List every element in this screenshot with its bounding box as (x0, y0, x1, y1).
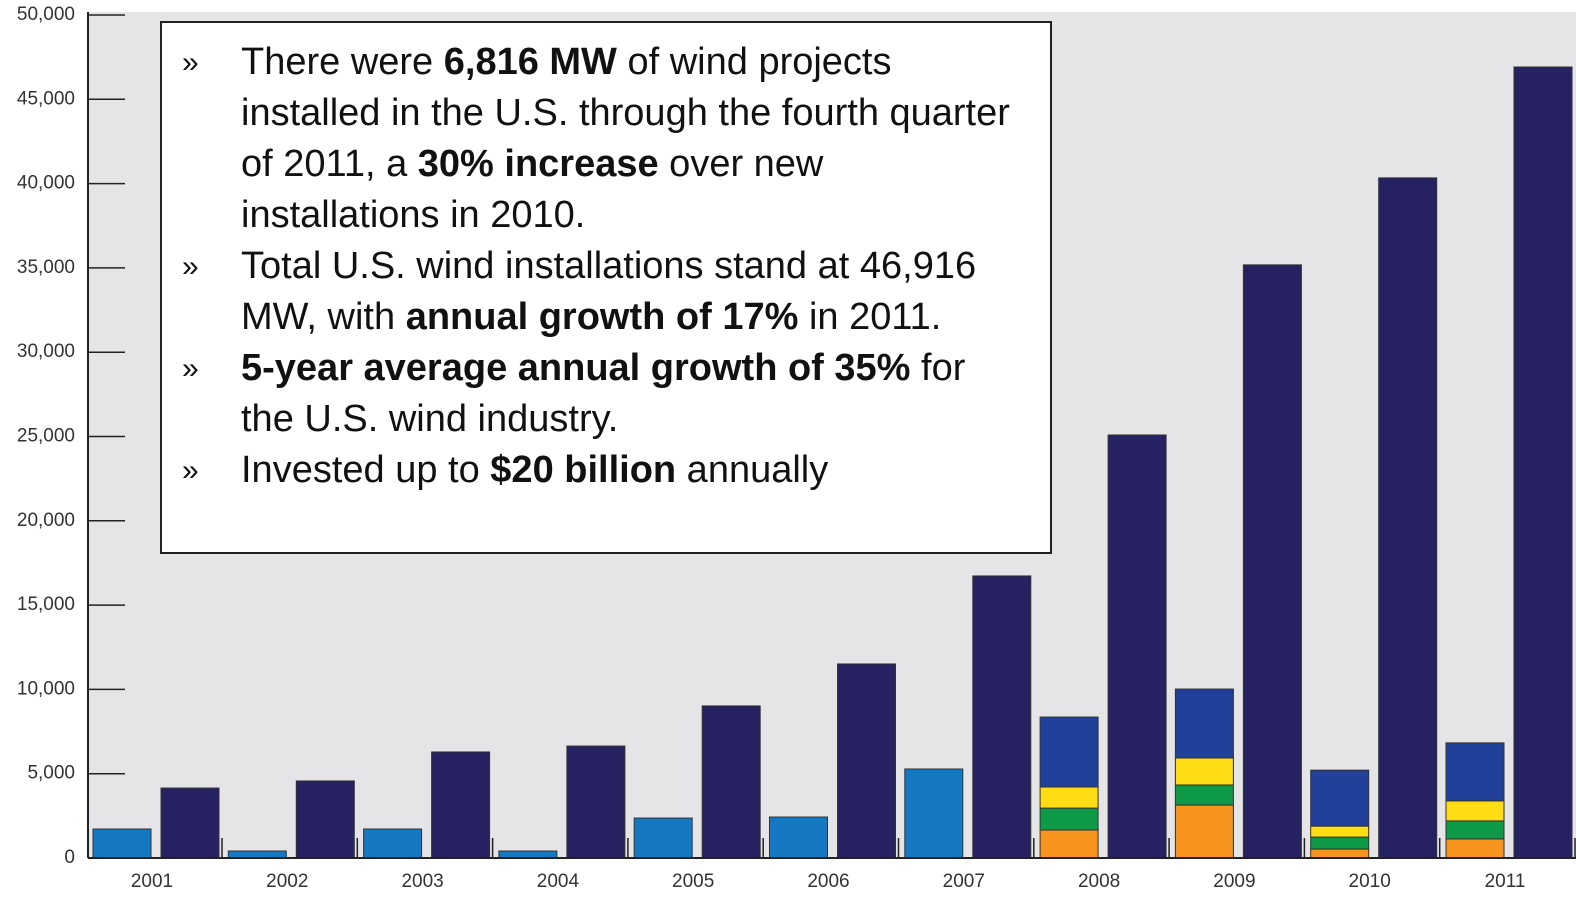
bullet-text: over new installations in 2010. (241, 143, 824, 236)
x-tick-label: 2001 (131, 871, 173, 892)
y-tick-label: 50,000 (17, 4, 75, 25)
bar (1039, 786, 1099, 809)
bar (1310, 769, 1370, 827)
bar (1242, 264, 1302, 859)
y-tick-label: 45,000 (17, 88, 75, 109)
bullet-text: $20 billion (490, 449, 677, 491)
x-tick-label: 2008 (1078, 871, 1120, 892)
bar (904, 768, 964, 859)
bullet-mark: » (182, 46, 199, 79)
bar (363, 828, 423, 859)
y-tick-label: 25,000 (17, 426, 75, 447)
bar (1310, 848, 1370, 859)
bullet-text: 6,816 MW (443, 41, 617, 83)
bar (1039, 829, 1099, 859)
bullet-text: Invested up to (241, 449, 491, 491)
bar (227, 850, 287, 859)
bar (769, 816, 828, 859)
bar (1039, 716, 1099, 788)
bar (1039, 807, 1099, 831)
bar (498, 850, 558, 859)
bullet-text: for the U.S. wind industry. (241, 347, 966, 440)
bar (1513, 66, 1573, 859)
x-tick-label: 2010 (1349, 871, 1391, 892)
bullet-mark: » (182, 352, 199, 385)
bullet-mark: » (182, 454, 199, 487)
x-tick-label: 2007 (943, 871, 985, 892)
bar (295, 780, 355, 859)
y-tick-label: 30,000 (17, 341, 75, 362)
bar (1310, 825, 1370, 838)
x-tick-label: 2003 (401, 871, 443, 892)
bar (1445, 800, 1505, 822)
bar (566, 745, 626, 859)
x-tick-label: 2006 (807, 871, 849, 892)
bar (92, 828, 152, 859)
bar (1174, 757, 1234, 786)
x-tick-label: 2002 (266, 871, 308, 892)
y-tick-label: 15,000 (17, 594, 75, 615)
bullet-text: in 2011. (798, 296, 942, 338)
bullet-text: There were (241, 41, 444, 83)
bullet-item: » Total U.S. wind installations stand at … (162, 241, 1021, 343)
y-tick-label: 35,000 (17, 257, 75, 278)
y-tick-label: 5,000 (27, 763, 75, 784)
y-tick-label: 0 (64, 847, 75, 868)
bar (1174, 784, 1234, 806)
bullet-mark: » (182, 250, 199, 283)
bar (1107, 434, 1167, 859)
bullet-text: Total U.S. wind installations stand at 4… (241, 245, 977, 338)
bullet-item: » There were 6,816 MW of wind projects in… (162, 37, 1021, 241)
x-tick-label: 2005 (672, 871, 714, 892)
bar (1174, 804, 1234, 859)
bar (1445, 820, 1505, 840)
bullet-text: annual growth of 17% (405, 296, 799, 338)
x-tick-label: 2009 (1213, 871, 1255, 892)
y-tick-label: 20,000 (17, 510, 75, 531)
bullet-text: 5-year average annual growth of 35% (241, 347, 911, 389)
bar (633, 817, 693, 859)
y-tick-label: 40,000 (17, 173, 75, 194)
bar (1445, 838, 1505, 859)
bullet-text: of wind projects installed in the U.S. t… (241, 41, 1010, 185)
bar (837, 663, 896, 859)
bar (1378, 177, 1438, 859)
annotation-box: » There were 6,816 MW of wind projects in… (160, 21, 1052, 554)
bar (1174, 688, 1234, 759)
x-tick-label: 2004 (537, 871, 580, 892)
bar (972, 575, 1032, 859)
bar (431, 751, 491, 859)
bullet-text: 30% increase (417, 143, 659, 185)
y-tick-label: 10,000 (17, 678, 75, 699)
bar (1310, 836, 1370, 850)
bar (701, 705, 761, 859)
x-tick-label: 2011 (1485, 871, 1526, 892)
bar (1445, 742, 1505, 802)
bullet-text: annually (676, 449, 829, 491)
bullet-item: » Invested up to $20 billion annually (162, 445, 1021, 496)
bullet-item: » 5-year average annual growth of 35% for… (162, 343, 1021, 445)
bar (160, 787, 220, 859)
